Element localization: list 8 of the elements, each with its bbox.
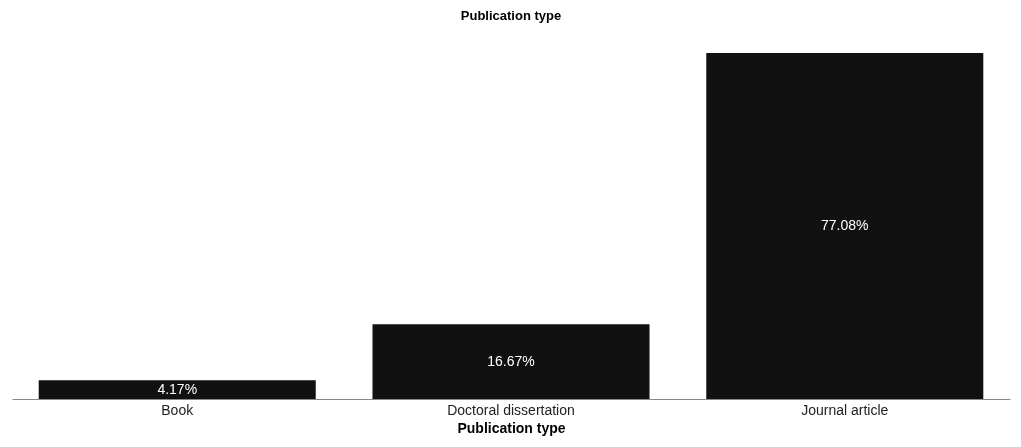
data-label: 16.67%	[487, 352, 535, 369]
x-tick-label: Book	[161, 401, 195, 418]
chart-title: Publication type	[460, 8, 562, 23]
x-axis-title: Publication type	[457, 419, 566, 436]
data-label: 77.08%	[821, 217, 869, 233]
x-tick-label: Doctoral dissertation	[447, 401, 575, 418]
data-label: 4.17%	[157, 380, 198, 397]
x-tick-label: Journal article	[801, 401, 889, 418]
